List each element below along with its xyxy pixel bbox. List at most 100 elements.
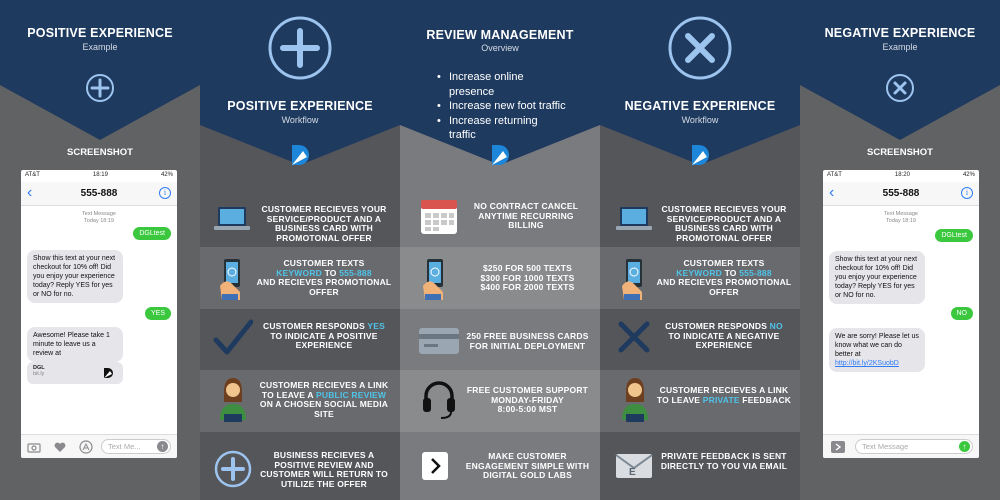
send-arrow-icon[interactable]: ↑ xyxy=(959,441,970,452)
bullet-item: Increase returning traffic xyxy=(437,114,567,143)
link-preview-card[interactable]: DGL bit.ly xyxy=(27,362,123,384)
highlight-band xyxy=(200,247,800,309)
step-text: AND RECIEVES PROMOTIONAL OFFER xyxy=(256,277,392,297)
status-bar: AT&T 18:20 42% xyxy=(823,170,979,182)
send-arrow-icon[interactable]: ↑ xyxy=(157,441,168,452)
highlight-band xyxy=(200,370,800,432)
step-text: CUSTOMER RESPONDS xyxy=(665,321,768,331)
pricing-line: $250 FOR 500 TEXTS xyxy=(482,263,573,273)
positive-step-2: CUSTOMER TEXTS KEYWORD TO 555-888 AND RE… xyxy=(255,258,393,297)
header-title: POSITIVE EXPERIENCE xyxy=(27,26,173,40)
message-input[interactable]: Text Me... ↑ xyxy=(101,439,171,454)
message-input[interactable]: Text Message ↑ xyxy=(855,439,973,454)
message-placeholder: Text Message xyxy=(862,442,909,451)
pricing-line: $300 FOR 1000 TEXTS xyxy=(480,272,575,283)
header-title: NEGATIVE EXPERIENCE xyxy=(824,26,976,40)
info-icon[interactable]: i xyxy=(159,187,171,199)
banner-negative-workflow xyxy=(600,0,800,165)
feedback-link[interactable]: http://bit.ly/2KSuobD xyxy=(835,360,899,367)
conversation-header: ‹ 555-888 i xyxy=(21,182,177,206)
back-chevron-icon[interactable]: ‹ xyxy=(829,184,835,201)
plus-circle-icon xyxy=(214,450,252,488)
compose-bar: Text Message ↑ xyxy=(823,434,979,458)
screenshot-label: SCREENSHOT xyxy=(867,147,933,158)
step-text: FEEDBACK xyxy=(742,394,792,405)
bullet-item: Increase online presence xyxy=(437,70,567,99)
camera-icon[interactable] xyxy=(27,441,41,453)
overview-item-3: 250 FREE BUSINESS CARDS FOR INITIAL DEPL… xyxy=(466,331,589,351)
bullet-item: Increase new foot traffic xyxy=(437,99,567,114)
yes-highlight: YES xyxy=(367,321,385,331)
incoming-message: Show this text at your next checkout for… xyxy=(829,251,925,304)
plus-circle-icon xyxy=(86,74,114,102)
link-preview-domain: bit.ly xyxy=(33,371,45,377)
incoming-message-text: We are sorry! Please let us know what we… xyxy=(835,333,919,358)
heart-icon[interactable] xyxy=(53,441,67,453)
banner-negative-example xyxy=(800,0,1000,140)
step-text: PRIVATE FEEDBACK IS SENT DIRECTLY TO YOU… xyxy=(660,451,788,471)
message-placeholder: Text Me... xyxy=(108,442,141,451)
overview-item-1: NO CONTRACT CANCEL ANYTIME RECURRING BIL… xyxy=(473,201,579,230)
header-subtitle: Overview xyxy=(481,43,519,53)
meta-type: Text Message xyxy=(884,211,918,217)
support-line: FREE CUSTOMER SUPPORT xyxy=(466,385,589,395)
banner-positive-example xyxy=(0,0,200,140)
step-text: TO INDICATE A POSITIVE EXPERIENCE xyxy=(270,330,378,350)
plus-circle-icon xyxy=(268,16,332,80)
phone-screenshot-positive: AT&T 18:19 42% ‹ 555-888 i Text Message … xyxy=(21,170,177,458)
calendar-icon xyxy=(421,200,457,234)
support-line: 8:00-5:00 MST xyxy=(497,404,558,414)
x-mark-icon xyxy=(618,321,650,353)
step-text: CUSTOMER RESPONDS xyxy=(263,321,365,331)
positive-step-1: CUSTOMER RECIEVES YOUR SERVICE/PRODUCT A… xyxy=(261,204,387,243)
step-text: TO INDICATE A NEGATIVE EXPERIENCE xyxy=(668,330,780,350)
overview-bullets: Increase online presence Increase new fo… xyxy=(437,70,567,143)
dgl-logo-icon xyxy=(104,368,113,378)
step-text: CUSTOMER RECIEVES A LINK TO LEAVE A xyxy=(259,380,389,400)
svg-text:E: E xyxy=(629,467,636,478)
incoming-message: We are sorry! Please let us know what we… xyxy=(829,328,925,372)
status-bar: AT&T 18:19 42% xyxy=(21,170,177,182)
no-highlight: NO xyxy=(769,321,783,331)
number-highlight: 555-888 xyxy=(339,267,372,278)
back-chevron-icon[interactable]: ‹ xyxy=(27,184,33,201)
step-text: CUSTOMER RECIEVES A LINK TO LEAVE xyxy=(656,385,789,405)
app-store-icon[interactable] xyxy=(79,440,93,454)
header-title: REVIEW MANAGEMENT xyxy=(426,28,574,42)
info-icon[interactable]: i xyxy=(961,187,973,199)
dgl-logo-icon xyxy=(492,145,509,165)
step-text: ON A CHOSEN SOCIAL MEDIA SITE xyxy=(259,399,389,419)
overview-item-5: MAKE CUSTOMER ENGAGEMENT SIMPLE WITH DIG… xyxy=(465,451,590,480)
number-highlight: 555-888 xyxy=(739,267,772,278)
meta-type: Text Message xyxy=(82,211,116,217)
header-subtitle: Example xyxy=(82,42,118,52)
expand-arrow-icon[interactable] xyxy=(831,441,845,453)
keyword-highlight: KEYWORD xyxy=(676,267,722,278)
battery-label: 42% xyxy=(160,172,173,178)
outgoing-message: NO xyxy=(950,307,973,320)
header-subtitle: Workflow xyxy=(681,115,719,125)
banner-positive-workflow xyxy=(200,0,400,165)
outgoing-message: DGLtest xyxy=(133,227,171,240)
phone-screenshot-negative: AT&T 18:20 42% ‹ 555-888 i Text Message … xyxy=(823,170,979,458)
pricing-line: $400 FOR 2000 TEXTS xyxy=(480,282,575,292)
header-title: POSITIVE EXPERIENCE xyxy=(227,99,373,113)
business-card-icon xyxy=(419,328,459,354)
header-subtitle: Workflow xyxy=(281,115,319,125)
carrier-label: AT&T xyxy=(827,172,842,178)
negative-step-1: CUSTOMER RECIEVES YOUR SERVICE/PRODUCT A… xyxy=(661,204,787,243)
phone-hand-icon xyxy=(622,259,642,300)
outgoing-message: DGLtest xyxy=(935,229,973,242)
conversation-header: ‹ 555-888 i xyxy=(823,182,979,206)
keyword-highlight: KEYWORD xyxy=(276,267,322,278)
message-meta: Text Message Today 18:19 xyxy=(21,211,177,225)
public-review-highlight: PUBLIC REVIEW xyxy=(316,389,387,400)
envelope-icon: E xyxy=(615,454,653,478)
x-circle-icon xyxy=(886,74,914,102)
negative-step-2: CUSTOMER TEXTS KEYWORD TO 555-888 AND RE… xyxy=(655,258,793,297)
step-text: CUSTOMER TEXTS xyxy=(683,258,765,268)
message-meta: Text Message Today 18:19 xyxy=(823,211,979,225)
incoming-message: Show this text at your next checkout for… xyxy=(27,250,123,303)
agent-avatar-icon xyxy=(220,378,246,422)
screenshot-label: SCREENSHOT xyxy=(67,147,133,158)
